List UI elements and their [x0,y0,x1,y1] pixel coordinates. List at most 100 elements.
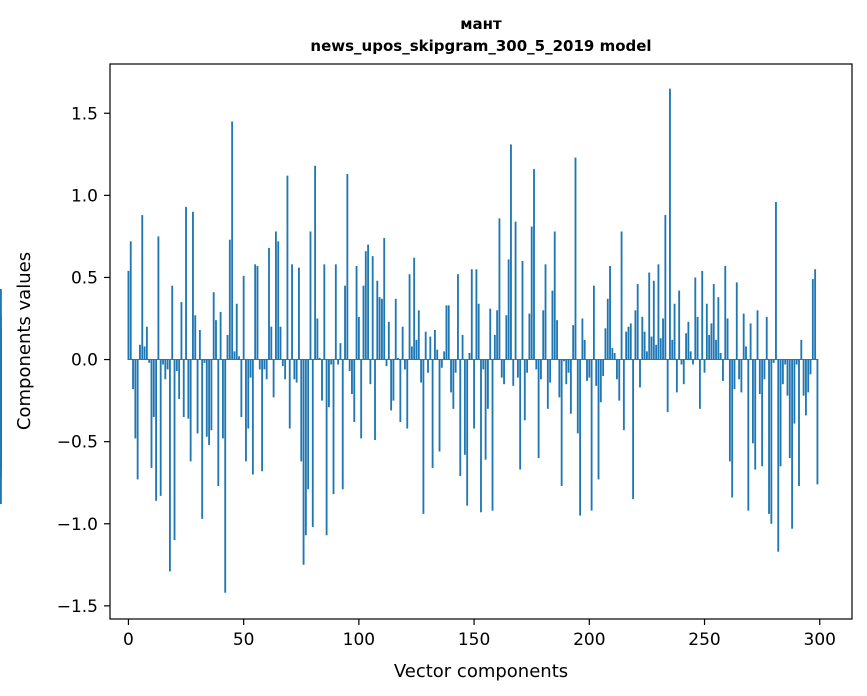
bar [325,359,328,536]
bar [733,359,736,390]
bar [717,297,720,360]
bar [662,318,664,360]
bar [394,298,397,360]
bar [417,310,420,360]
bar [433,330,436,360]
bar [634,310,637,360]
x-tick-label: 150 [458,630,490,650]
bar [231,121,234,360]
bar [272,359,275,398]
bar [728,359,731,462]
bar [454,359,457,373]
bar [261,359,264,472]
bar [581,318,584,360]
bar [226,334,229,360]
bar [281,359,284,367]
bar [196,359,199,434]
bar [166,359,169,370]
x-tick-label: 200 [573,630,605,650]
bar [145,326,148,360]
bar [178,359,181,399]
bar [284,359,287,380]
bar [298,267,300,360]
x-axis-label: Vector components [394,661,568,682]
bar [427,359,429,373]
bar [590,359,593,511]
bar [249,359,252,378]
bar [675,359,678,393]
bar [609,265,611,360]
bar [424,331,427,360]
bar [507,259,510,360]
bar [498,218,501,360]
bar [698,359,701,409]
bar [387,321,390,360]
bar [353,359,356,422]
bar [749,323,752,360]
bar [473,359,476,429]
bar [754,359,757,470]
bar [362,285,365,360]
bar [288,359,291,429]
bar [277,241,280,360]
bar [740,359,743,393]
bar [588,359,591,378]
bar [238,356,240,360]
bar [549,359,552,383]
bar [429,336,432,360]
bar [150,359,153,468]
bar [643,331,646,360]
bar [516,359,519,378]
bar [327,359,330,408]
bar [399,359,402,422]
bar [715,339,717,360]
bar [639,359,641,388]
x-tick-label: 0 [123,630,134,650]
bar [620,231,623,360]
bar [526,359,529,373]
bar [798,359,800,486]
bar [355,265,358,360]
bar [295,359,298,383]
bar [480,359,482,513]
bar [595,359,598,386]
y-tick-label: 1.0 [71,186,98,206]
bar [215,320,217,360]
bar [376,280,379,360]
bar-series [0,88,819,593]
bar [477,303,480,360]
bar [779,359,782,467]
y-tick-label: −0.5 [57,433,98,453]
bar [655,344,658,360]
bar [401,326,404,360]
bar [357,316,360,360]
bar [616,359,618,380]
bar [657,264,660,360]
bar [604,328,607,360]
bar [364,251,367,360]
bar [251,359,254,475]
bar [470,269,473,360]
bar [500,359,503,378]
bar [408,274,411,360]
bar [332,359,335,495]
bar [468,352,471,360]
bar [735,282,738,360]
bar [185,206,187,360]
bar [807,359,810,393]
bar [625,331,628,360]
bar [567,359,570,373]
bar [351,359,353,395]
bar [514,221,517,360]
x-tick-label: 50 [233,630,255,650]
bar [263,359,266,370]
bar [800,339,803,360]
bar [576,359,579,434]
bar [141,215,144,360]
bar [139,344,141,360]
bar [323,264,326,360]
bar [786,359,789,396]
bar [148,359,151,363]
bar [198,330,201,360]
